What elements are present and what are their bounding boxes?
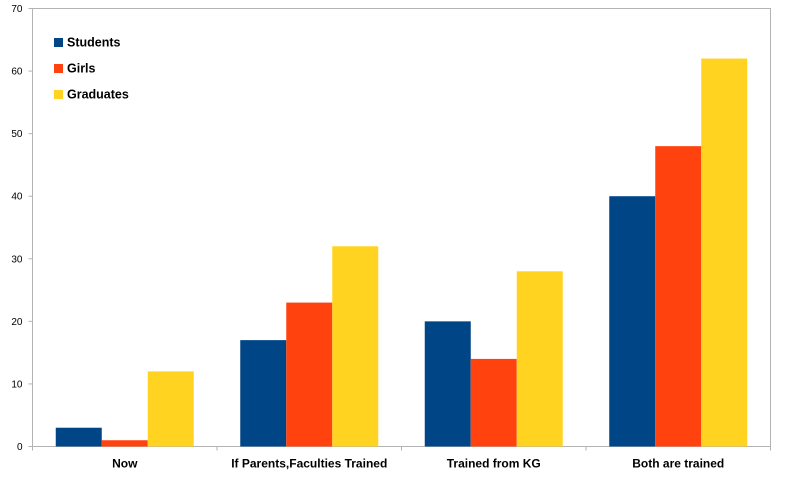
y-tick-label: 70 [11, 4, 23, 15]
bar-girls-0 [101, 440, 148, 447]
bar-graduates-1 [332, 246, 379, 447]
legend-label-girls: Girls [67, 62, 96, 76]
x-category-label: Trained from KG [447, 457, 541, 471]
x-category-label: Both are trained [632, 457, 724, 471]
y-tick-label: 10 [11, 379, 23, 390]
bar-girls-3 [655, 146, 702, 447]
legend-swatch-graduates [54, 90, 63, 99]
legend-swatch-students [54, 38, 63, 47]
x-category-label: Now [112, 457, 138, 471]
y-axis: 0 10 20 30 40 50 60 70 [11, 4, 33, 453]
bar-graduates-2 [516, 271, 563, 447]
bar-girls-1 [286, 302, 333, 447]
y-tick-label: 40 [11, 192, 23, 203]
bars [55, 58, 748, 447]
bar-graduates-3 [701, 58, 748, 447]
y-tick-label: 50 [11, 129, 23, 140]
legend-label-students: Students [67, 36, 121, 50]
bar-girls-2 [470, 358, 517, 447]
legend: Students Girls Graduates [54, 36, 129, 102]
x-axis: Now If Parents,Faculties Trained Trained f… [32, 446, 771, 471]
y-tick-label: 60 [11, 67, 23, 78]
y-tick-label: 0 [17, 442, 23, 453]
y-tick-label: 30 [11, 254, 23, 265]
bar-students-0 [55, 427, 102, 447]
legend-label-graduates: Graduates [67, 88, 129, 102]
legend-swatch-girls [54, 64, 63, 73]
bar-students-2 [424, 321, 471, 447]
bar-students-1 [240, 340, 287, 447]
bar-students-3 [609, 196, 656, 447]
x-category-label: If Parents,Faculties Trained [231, 457, 387, 471]
bar-graduates-0 [147, 371, 194, 447]
y-tick-label: 20 [11, 317, 23, 328]
